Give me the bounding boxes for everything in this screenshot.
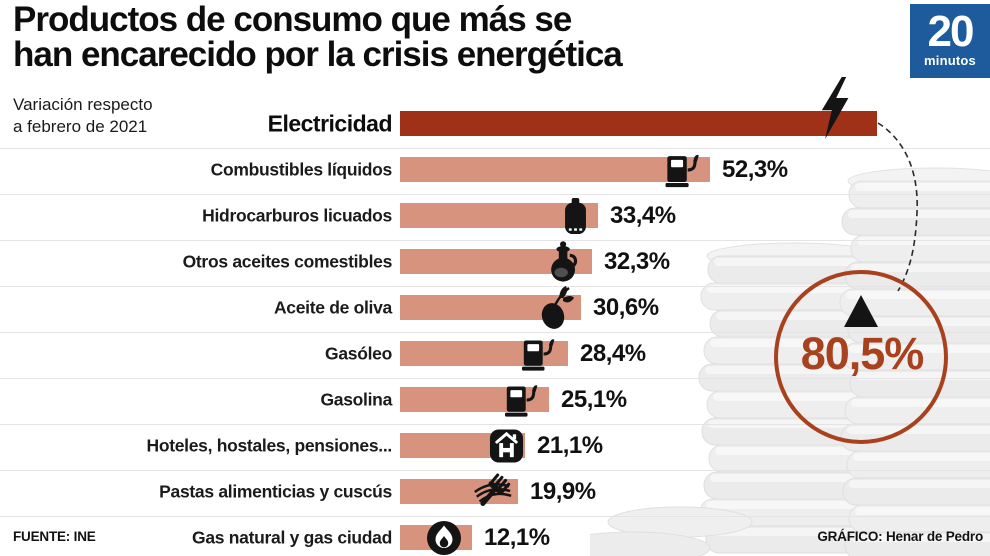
callout-value: 80,5% (800, 328, 925, 379)
20minutos-logo: 20 minutos (910, 4, 990, 78)
row-divider (0, 424, 990, 425)
bar-label: Hoteles, hostales, pensiones... (146, 435, 392, 455)
bar-value: 12,1% (484, 523, 550, 551)
bar-row-otros-aceites: Otros aceites comestibles 32,3% (0, 240, 990, 282)
row-divider (0, 240, 990, 241)
chart-subtitle-line2: a febrero de 2021 (13, 116, 148, 136)
bar-value: 19,9% (530, 477, 596, 505)
bar-value: 30,6% (593, 293, 659, 321)
row-divider (0, 516, 990, 517)
olive-icon (539, 285, 575, 330)
row-divider (0, 332, 990, 333)
fuel-pump-icon (665, 151, 703, 188)
bar-row-gas-natural: Gas natural y gas ciudad 12,1% (0, 520, 990, 555)
bar-value: 52,3% (722, 155, 788, 183)
chart-subtitle: Variación respecto a febrero de 2021 (13, 94, 153, 138)
lightning-icon (815, 77, 853, 139)
bar-label: Hidrocarburos licuados (202, 205, 392, 225)
bar (400, 111, 877, 136)
bar (400, 203, 598, 228)
bar-value: 33,4% (610, 201, 676, 229)
bar-row-aceite-oliva: Aceite de oliva 30,6% (0, 285, 990, 329)
bar-value: 21,1% (537, 431, 603, 459)
bar-value: 28,4% (580, 339, 646, 367)
bar-label: Aceite de oliva (273, 297, 392, 317)
bar-label: Pastas alimenticias y cuscús (159, 481, 392, 501)
row-divider (0, 378, 990, 379)
source-credit: FUENTE: INE (13, 529, 96, 544)
bar-row-gasoleo: Gasóleo 28,4% (0, 338, 990, 371)
bar-label: Gas natural y gas ciudad (192, 527, 392, 547)
chart-title-line1: Productos de consumo que más se (13, 0, 572, 39)
bar-label: Combustibles líquidos (210, 159, 393, 179)
flame-icon (426, 520, 462, 556)
bar-label: Electricidad (267, 110, 393, 136)
hotel-icon (489, 428, 524, 463)
graphic-credit: GRÁFICO: Henar de Pedro (817, 529, 983, 544)
bar (400, 157, 710, 182)
chart-title: Productos de consumo que más se han enca… (13, 2, 813, 73)
bar-row-gasolina: Gasolina 25,1% (0, 384, 990, 417)
bar-label: Gasolina (320, 389, 392, 409)
gas-cylinder-icon (562, 197, 589, 235)
bar-label: Gasóleo (325, 343, 392, 363)
row-divider (0, 194, 990, 195)
chart-title-line2: han encarecido por la crisis energética (13, 35, 623, 75)
bar-value: 25,1% (561, 385, 627, 413)
oil-cruet-icon (548, 240, 582, 283)
bar-row-hoteles: Hoteles, hostales, pensiones... 21,1% (0, 428, 990, 463)
row-divider (0, 470, 990, 471)
logo-word: minutos (924, 53, 976, 69)
pasta-fork-icon (470, 471, 514, 513)
coins-background-image (590, 167, 990, 556)
bar-row-hidrocarburos: Hidrocarburos licuados 33,4% (0, 197, 990, 234)
logo-number: 20 (927, 6, 975, 56)
bar-row-electricidad: Electricidad (0, 77, 990, 139)
fuel-pump-icon (521, 336, 559, 372)
bar-row-combustibles: Combustibles líquidos 52,3% (0, 154, 990, 187)
bar-label: Otros aceites comestibles (182, 251, 393, 271)
bar-row-pastas: Pastas alimenticias y cuscús 19,9% (0, 472, 990, 506)
chart-subtitle-line1: Variación respecto (13, 95, 153, 114)
row-divider (0, 148, 990, 149)
bar-value: 32,3% (604, 247, 670, 275)
fuel-pump-icon (504, 382, 542, 418)
row-divider (0, 286, 990, 287)
